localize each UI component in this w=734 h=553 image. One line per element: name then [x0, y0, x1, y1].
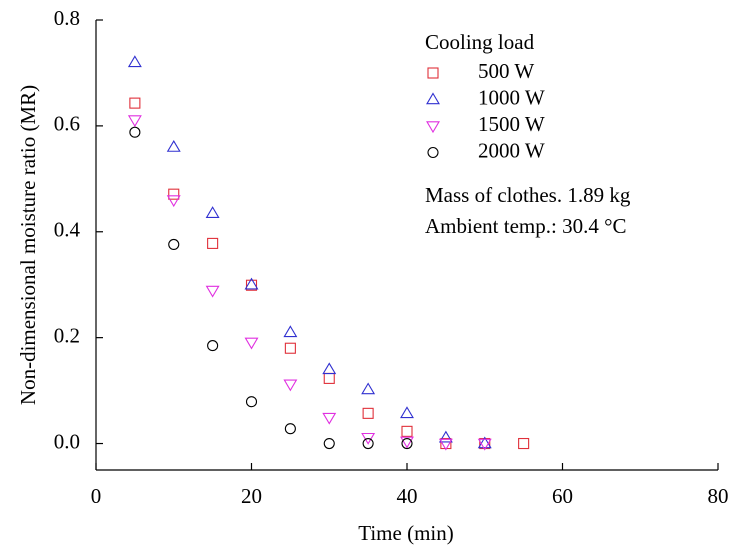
marker	[127, 55, 142, 68]
marker	[245, 396, 258, 408]
x-tick-label: 40	[397, 484, 418, 508]
y-tick-label: 0.2	[54, 323, 80, 347]
legend-label: 2000 W	[478, 138, 545, 162]
marker	[284, 342, 296, 354]
marker	[129, 126, 141, 138]
marker	[322, 412, 337, 425]
marker	[400, 406, 414, 419]
marker	[207, 340, 219, 352]
marker	[244, 277, 259, 290]
legend-label: 1000 W	[478, 85, 545, 109]
annotation: Mass of clothes. 1.89 kg	[425, 183, 631, 207]
marker	[244, 337, 259, 350]
marker	[166, 195, 181, 208]
x-tick-label: 0	[91, 484, 102, 508]
marker	[129, 97, 141, 109]
marker	[205, 285, 220, 298]
marker	[323, 372, 335, 384]
legend-marker	[426, 121, 440, 134]
marker	[245, 279, 258, 291]
legend-label: 1500 W	[478, 112, 545, 136]
marker	[362, 407, 374, 419]
marker	[205, 206, 220, 218]
x-tick-label: 80	[708, 484, 729, 508]
marker	[438, 430, 453, 443]
marker	[168, 188, 180, 200]
legend-title: Cooling load	[425, 30, 535, 54]
y-tick-label: 0.4	[54, 218, 81, 242]
y-tick-label: 0.8	[54, 6, 80, 30]
marker	[361, 382, 376, 395]
marker	[438, 438, 453, 451]
legend-label: 500 W	[478, 59, 534, 83]
legend-marker	[427, 67, 439, 79]
marker	[323, 437, 335, 450]
marker	[477, 438, 492, 451]
marker	[207, 237, 219, 249]
x-tick-label: 60	[552, 484, 573, 508]
marker	[284, 423, 296, 435]
marker	[283, 325, 298, 338]
y-axis-label: Non-dimensional moisture ratio (MR)	[16, 85, 40, 405]
annotation: Ambient temp.: 30.4 °C	[425, 214, 626, 238]
marker	[477, 436, 492, 449]
y-tick-label: 0.0	[54, 429, 80, 453]
marker	[127, 115, 142, 128]
marker	[322, 362, 337, 375]
marker	[401, 437, 413, 450]
legend-marker	[427, 146, 439, 159]
marker	[361, 432, 376, 445]
x-tick-label: 20	[241, 484, 262, 508]
marker	[168, 238, 180, 251]
marker	[400, 436, 414, 449]
legend-marker	[426, 92, 440, 105]
marker	[283, 379, 298, 392]
marker	[362, 437, 374, 450]
marker	[401, 425, 413, 437]
marker	[166, 139, 181, 152]
x-axis-label: Time (min)	[358, 521, 453, 545]
marker	[518, 437, 530, 450]
y-tick-label: 0.6	[54, 112, 80, 136]
